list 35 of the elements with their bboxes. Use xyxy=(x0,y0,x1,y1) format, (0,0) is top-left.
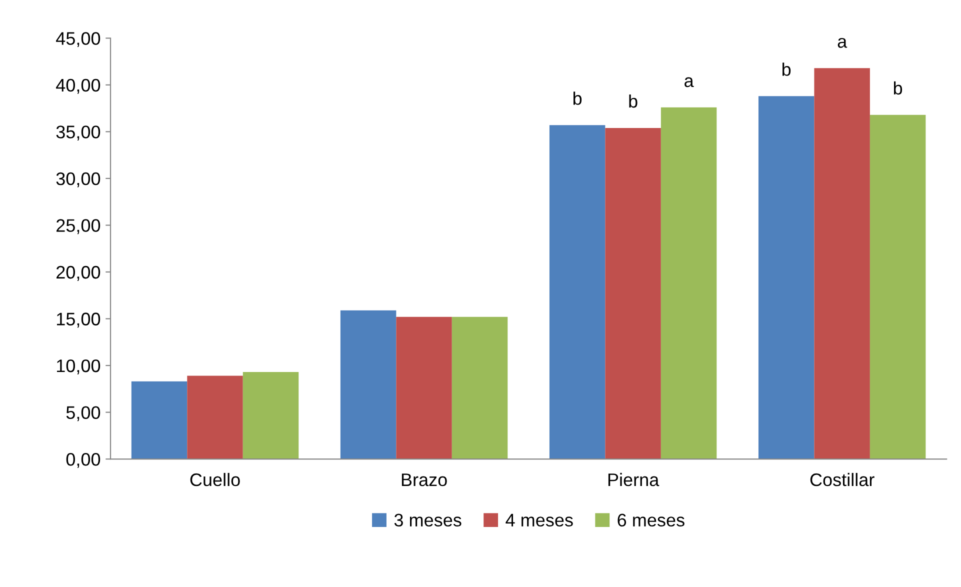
y-tick-label: 45,00 xyxy=(56,32,100,48)
bar xyxy=(814,68,870,460)
bar xyxy=(340,310,396,460)
x-tick-label: Brazo xyxy=(402,474,447,486)
legend-label: 4 meses xyxy=(506,514,573,527)
annotation: b xyxy=(894,81,902,95)
y-tick-label: 25,00 xyxy=(56,219,100,234)
bar xyxy=(187,376,243,460)
bar xyxy=(549,125,606,460)
bar xyxy=(660,107,717,460)
x-tick-label: Costillar xyxy=(810,472,874,486)
y-tick-label: 15,00 xyxy=(56,312,100,328)
y-tick-label: 40,00 xyxy=(56,78,100,94)
y-tick-label: 30,00 xyxy=(56,172,100,188)
bar xyxy=(870,114,926,460)
bar xyxy=(452,316,508,460)
bar xyxy=(396,316,452,460)
y-tick-label: 20,00 xyxy=(56,266,100,281)
x-tick-label: Cuello xyxy=(190,472,240,486)
y-tick-label: 5,00 xyxy=(66,406,100,422)
bar xyxy=(131,381,188,460)
annotation: b xyxy=(573,92,582,105)
y-tick-label: 35,00 xyxy=(56,126,100,141)
bar xyxy=(242,372,299,460)
annotation: b xyxy=(782,62,791,76)
annotation: a xyxy=(838,38,848,48)
legend-label: 3 meses xyxy=(394,514,462,527)
annotation: b xyxy=(629,94,638,108)
bar xyxy=(758,96,814,460)
annotation: a xyxy=(684,77,694,88)
legend-label: 6 meses xyxy=(618,514,684,527)
y-tick-label: 10,00 xyxy=(56,359,100,374)
y-tick-label: 0,00 xyxy=(66,452,100,468)
bar xyxy=(605,128,661,460)
x-tick-label: Pierna xyxy=(608,472,660,486)
